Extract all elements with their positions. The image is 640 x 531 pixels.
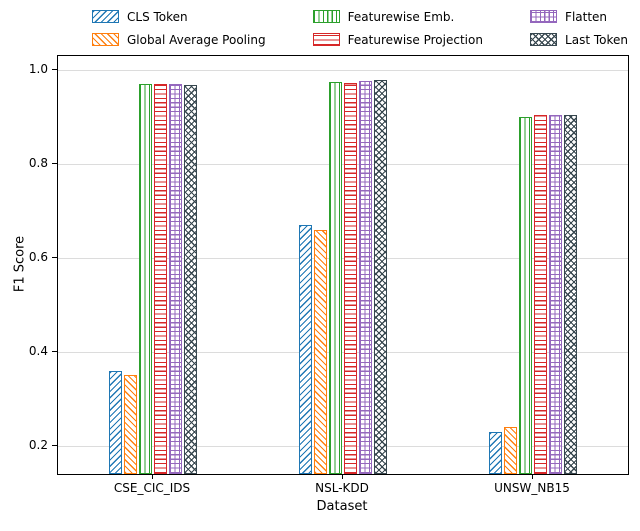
bar: [374, 80, 387, 474]
legend-swatch-icon: [92, 10, 119, 23]
legend-swatch-icon: [530, 10, 558, 23]
y-tick-mark: [52, 256, 57, 258]
gridline: [58, 351, 628, 353]
x-tick-label: UNSW_NB15: [494, 481, 570, 495]
x-tick-mark: [152, 474, 153, 479]
y-tick-label: 0.4: [28, 343, 48, 358]
legend-label: Last Token: [565, 32, 628, 47]
bar: [489, 431, 502, 474]
y-tick-label: 0.2: [28, 437, 48, 452]
bar: [344, 82, 357, 474]
gridline: [58, 164, 628, 166]
y-tick-label: 1.0: [28, 62, 48, 77]
bar: [329, 81, 342, 474]
legend-item: Global Average Pooling: [92, 33, 266, 47]
legend-label: Featurewise Projection: [347, 32, 483, 47]
bar: [124, 375, 137, 474]
legend-item: CLS Token: [92, 10, 266, 24]
gridline: [58, 70, 628, 72]
gridline: [58, 257, 628, 259]
bar: [184, 85, 197, 474]
x-tick-label: CSE_CIC_IDS: [113, 481, 191, 495]
legend-swatch-icon: [312, 33, 340, 46]
y-tick-mark: [52, 163, 57, 165]
x-tick-mark: [532, 474, 533, 479]
legend-label: Featurewise Emb.: [347, 9, 455, 24]
y-tick-label: 0.8: [28, 156, 48, 171]
bar: [154, 84, 167, 474]
legend-item: Featurewise Emb.: [312, 9, 483, 24]
x-tick-mark: [342, 474, 343, 479]
x-tick-label: NSL-KDD: [315, 481, 369, 495]
legend-swatch-icon: [530, 33, 558, 46]
bar: [549, 114, 562, 474]
legend-label: Flatten: [565, 9, 608, 24]
gridline: [58, 445, 628, 447]
legend-label: CLS Token: [127, 9, 188, 24]
x-axis-label: Dataset: [316, 499, 368, 514]
y-tick-mark: [52, 69, 57, 71]
chart-legend: CLS Token Global Average Pooling Featurewi…: [92, 5, 628, 51]
bar: [359, 81, 372, 474]
bar: [299, 225, 312, 474]
legend-item: Featurewise Projection: [312, 32, 483, 47]
legend-item: Flatten: [530, 10, 628, 24]
legend-label: Global Average Pooling: [127, 32, 266, 47]
legend-swatch-icon: [312, 10, 340, 23]
bar: [109, 370, 122, 474]
bar: [504, 427, 517, 474]
legend-swatch-icon: [92, 33, 119, 46]
y-tick-label: 0.6: [28, 249, 48, 264]
y-tick-mark: [52, 350, 57, 352]
bar: [139, 84, 152, 474]
plot-area: [57, 55, 629, 475]
bar: [169, 84, 182, 474]
y-axis-label: F1 Score: [12, 235, 28, 293]
bar: [534, 114, 547, 474]
bar: [564, 114, 577, 474]
legend-item: Last Token: [530, 33, 628, 47]
bar: [519, 117, 532, 474]
bar: [314, 229, 327, 474]
y-tick-mark: [52, 444, 57, 446]
